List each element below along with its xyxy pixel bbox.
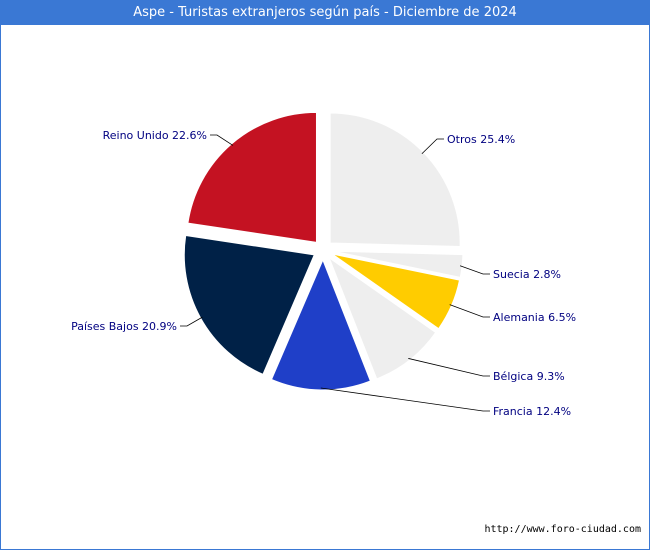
leader-line-bélgica — [408, 358, 490, 377]
slice-label-bélgica: Bélgica 9.3% — [493, 370, 565, 383]
pie-slice-otros — [329, 112, 461, 248]
chart-title: Aspe - Turistas extranjeros según país -… — [1, 1, 649, 25]
leader-line-países-bajos — [180, 316, 203, 327]
source-watermark: http://www.foro-ciudad.com — [484, 524, 641, 535]
slice-label-suecia: Suecia 2.8% — [493, 268, 561, 281]
slice-label-alemania: Alemania 6.5% — [493, 311, 576, 324]
leader-line-reino-unido — [210, 134, 234, 146]
pie-slice-suecia — [332, 250, 464, 278]
pie-slice-francia — [270, 258, 372, 391]
slice-label-países-bajos: Países Bajos 20.9% — [71, 320, 177, 333]
pie-slice-bélgica — [328, 256, 437, 380]
pie-chart: Otros 25.4% Suecia 2.8% Alemania 6.5% Bélgi… — [71, 111, 576, 418]
pie-slice-reino-unido — [187, 111, 317, 244]
slice-label-reino-unido: Reino Unido 22.6% — [103, 129, 207, 142]
leader-line-suecia — [459, 265, 490, 275]
leader-line-alemania — [449, 304, 490, 318]
leader-line-otros — [421, 138, 444, 155]
slice-label-francia: Francia 12.4% — [493, 405, 571, 418]
slice-label-otros: Otros 25.4% — [447, 133, 515, 146]
leader-line-francia — [320, 387, 490, 412]
